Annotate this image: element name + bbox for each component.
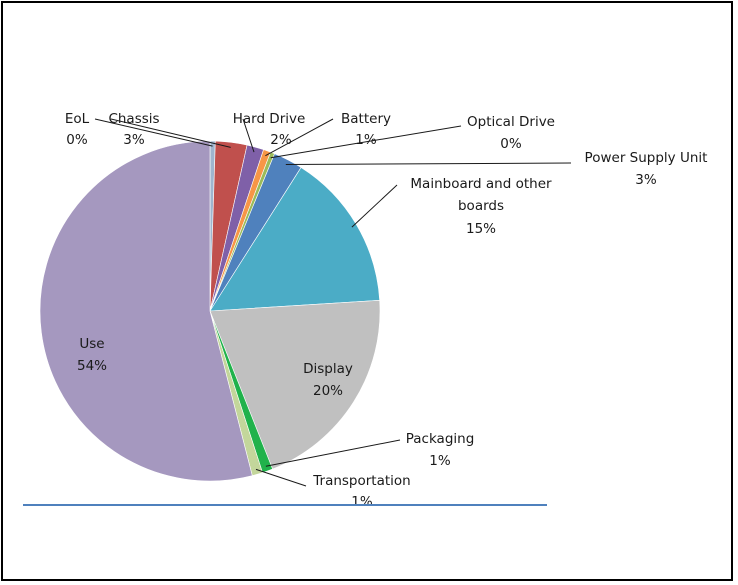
label-mainboard-and-other-boards-cont: boards (458, 198, 504, 214)
label-eol: EoL (65, 111, 90, 127)
value-label-mainboard-and-other-boards: 15% (466, 221, 496, 237)
value-label-power-supply-unit: 3% (635, 172, 657, 188)
slice-labels: EoL 0% Chassis 3% Hard Drive 2% Battery 1% Optic… (65, 111, 708, 510)
pie-slice-use (39, 140, 253, 482)
leader-line-chassis (110, 118, 231, 148)
value-label-chassis: 3% (123, 132, 145, 148)
label-packaging: Packaging (406, 431, 475, 447)
label-battery: Battery (341, 111, 391, 127)
leader-lines (94, 118, 572, 487)
value-label-packaging: 1% (429, 453, 451, 469)
value-label-display: 20% (313, 383, 343, 399)
leader-line-power-supply-unit (285, 162, 572, 165)
value-label-use: 54% (77, 358, 107, 374)
leader-line-transportation (255, 468, 307, 487)
label-chassis: Chassis (108, 111, 159, 127)
leader-line-mainboard-and-other-boards (351, 184, 398, 228)
value-label-transportation: 1% (351, 494, 373, 510)
pie-slice-mainboard-and-other-boards (209, 167, 380, 312)
value-label-battery: 1% (355, 132, 377, 148)
pie-slice-display (209, 300, 381, 470)
leader-line-optical-drive (270, 125, 462, 159)
label-display: Display (303, 361, 353, 377)
label-mainboard-and-other-boards: Mainboard and other (410, 176, 552, 192)
label-optical-drive: Optical Drive (467, 114, 555, 130)
label-use: Use (79, 336, 104, 352)
leader-line-hard-drive (242, 118, 255, 153)
leader-line-packaging (265, 439, 401, 467)
pie-chart: EoL 0% Chassis 3% Hard Drive 2% Battery 1% Optic… (23, 111, 708, 510)
value-label-hard-drive: 2% (270, 132, 292, 148)
value-label-eol: 0% (66, 132, 88, 148)
leader-line-battery (265, 118, 334, 157)
leader-line-eol (94, 118, 213, 147)
value-label-optical-drive: 0% (500, 136, 522, 152)
label-power-supply-unit: Power Supply Unit (585, 150, 708, 166)
label-hard-drive: Hard Drive (233, 111, 306, 127)
label-transportation: Transportation (312, 473, 410, 489)
pie-slices (39, 140, 381, 482)
